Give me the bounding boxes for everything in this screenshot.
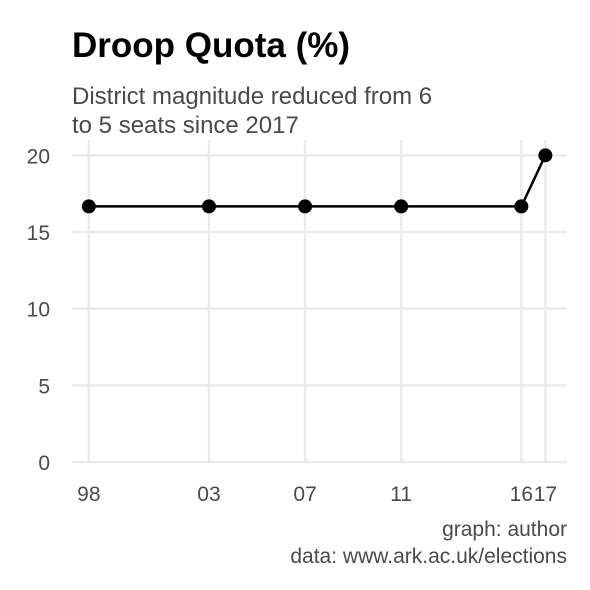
data-point — [514, 199, 529, 214]
x-tick-label: 07 — [293, 483, 316, 506]
chart-title: Droop Quota (%) — [72, 26, 351, 65]
y-tick-label: 5 — [38, 375, 50, 398]
chart-subtitle: District magnitude reduced from 6 to 5 s… — [72, 82, 542, 140]
chart-caption: graph: author data: www.ark.ac.uk/electi… — [290, 516, 567, 570]
data-point — [394, 199, 409, 214]
y-tick-label: 20 — [27, 145, 50, 168]
series-line — [88, 154, 547, 208]
data-point — [538, 148, 553, 163]
x-tick-label: 11 — [390, 483, 412, 506]
data-point — [81, 199, 96, 214]
subtitle-line-1: District magnitude reduced from 6 — [72, 83, 433, 110]
y-tick-label: 0 — [38, 452, 50, 475]
data-point — [201, 199, 216, 214]
data-point — [298, 199, 313, 214]
x-tick-label: 03 — [197, 483, 220, 506]
caption-line-2: data: www.ark.ac.uk/elections — [290, 545, 567, 568]
subtitle-line-2: to 5 seats since 2017 — [72, 112, 299, 139]
y-tick-label: 15 — [27, 222, 50, 245]
x-tick-label: 16 — [510, 483, 533, 506]
caption-line-1: graph: author — [442, 518, 567, 541]
y-tick-label: 10 — [27, 299, 50, 322]
x-tick-label: 98 — [77, 483, 100, 506]
x-tick-label: 17 — [534, 483, 557, 506]
